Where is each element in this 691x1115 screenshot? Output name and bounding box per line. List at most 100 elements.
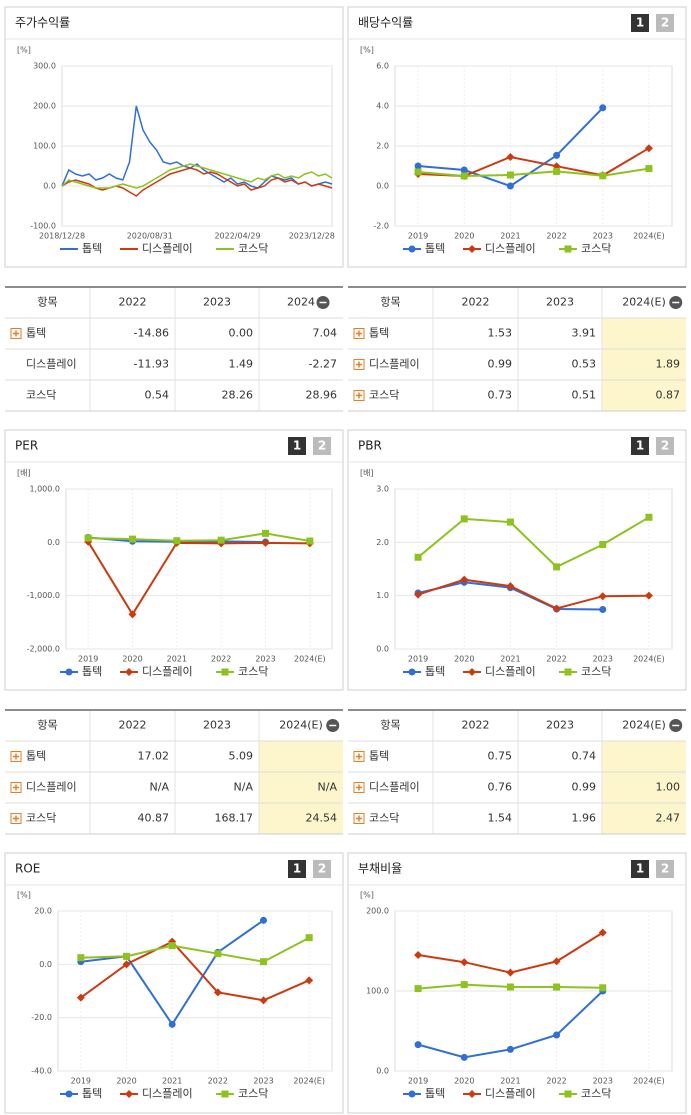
data-point: [506, 182, 514, 190]
data-point: [123, 952, 130, 960]
page-button-label[interactable]: 2: [318, 862, 326, 876]
page-button[interactable]: [656, 437, 674, 455]
page-button[interactable]: [288, 860, 306, 878]
highlight-cell: [602, 380, 686, 411]
legend-label: 디스플레이: [485, 1087, 536, 1100]
x-tick-label: 2022: [546, 232, 566, 241]
data-point: [599, 540, 607, 548]
legend-label: 코스닥: [581, 242, 611, 255]
page-button[interactable]: [631, 860, 649, 878]
expand-icon-plus[interactable]: [13, 815, 19, 822]
expand-icon-plus[interactable]: [356, 815, 362, 822]
expand-icon-plus[interactable]: [356, 784, 362, 791]
data-point: [414, 162, 422, 170]
cell-value: 28.96: [306, 389, 338, 402]
x-tick-label: 2019: [408, 1077, 428, 1086]
x-tick-label: 2019: [408, 655, 428, 664]
highlight-cell: [259, 741, 343, 772]
legend-marker: [65, 1090, 73, 1098]
cell-value: 7.04: [313, 327, 338, 340]
cell-value: 1.54: [488, 812, 513, 825]
y-tick-label: 4.0: [376, 102, 389, 111]
legend-marker: [65, 668, 73, 676]
page-button[interactable]: [631, 437, 649, 455]
page-button-label[interactable]: 2: [661, 16, 669, 30]
page-button[interactable]: [313, 860, 331, 878]
legend-label: 디스플레이: [142, 665, 193, 678]
column-header: 2023: [203, 719, 231, 732]
highlight-cell: [259, 803, 343, 834]
legend-label: 코스닥: [581, 665, 611, 678]
expand-icon-plus[interactable]: [13, 753, 19, 760]
data-point: [460, 515, 468, 523]
page-button-label[interactable]: 2: [661, 439, 669, 453]
page-button[interactable]: [656, 860, 674, 878]
data-point: [128, 610, 137, 619]
page-button[interactable]: [288, 437, 306, 455]
legend-label: 디스플레이: [142, 1087, 193, 1100]
panel-title: 배당수익률: [358, 16, 413, 30]
expand-icon-plus[interactable]: [13, 784, 19, 791]
page-button[interactable]: [631, 14, 649, 32]
x-tick-label: 2022: [546, 1077, 566, 1086]
series-line: [61, 105, 333, 189]
page-button-label[interactable]: 1: [636, 439, 644, 453]
panel-title: 주가수익률: [15, 16, 70, 30]
page-button-label[interactable]: 2: [318, 439, 326, 453]
cell-value: 1.49: [229, 358, 254, 371]
data-point: [599, 172, 607, 180]
page-button-label[interactable]: 1: [293, 862, 301, 876]
x-tick-label: 2020: [116, 1077, 136, 1086]
x-tick-label: 2024(E): [293, 1077, 325, 1086]
x-tick-label: 2021: [162, 1077, 182, 1086]
y-unit: [배]: [17, 469, 31, 478]
data-point: [129, 535, 136, 543]
highlight-cell: [602, 803, 686, 834]
expand-icon-plus[interactable]: [13, 330, 19, 337]
expand-icon-plus[interactable]: [356, 753, 362, 760]
row-label: 톱텍: [369, 750, 389, 763]
y-tick-label: 0.0: [376, 1067, 389, 1076]
column-header: 2023: [203, 296, 231, 309]
x-tick-label: 2021: [500, 655, 520, 664]
legend-label: 디스플레이: [485, 242, 536, 255]
expand-icon-plus[interactable]: [356, 392, 362, 399]
page-button[interactable]: [656, 14, 674, 32]
x-tick-label: 2024(E): [294, 655, 326, 664]
row-label: 코스닥: [26, 812, 56, 825]
row-label: 코스닥: [26, 389, 56, 402]
cell-value: N/A: [318, 781, 338, 794]
column-header: 2024(E): [279, 719, 323, 732]
x-tick-label: 2020: [454, 1077, 474, 1086]
data-point: [598, 928, 607, 937]
x-tick-label: 2021: [167, 655, 187, 664]
page-button-label[interactable]: 1: [636, 16, 644, 30]
data-point: [460, 575, 469, 584]
page-button-label[interactable]: 1: [293, 439, 301, 453]
page-button-label[interactable]: 1: [636, 862, 644, 876]
x-tick-label: 2022: [211, 655, 231, 664]
data-point: [553, 151, 561, 159]
x-tick-label: 2022/04/29: [214, 232, 260, 241]
expand-icon-plus[interactable]: [356, 361, 362, 368]
data-point: [260, 916, 267, 924]
x-tick-label: 2024(E): [633, 655, 665, 664]
y-tick-label: -2,000.0: [27, 645, 60, 654]
y-tick-label: 100.0: [33, 142, 56, 151]
page-button-label[interactable]: 2: [661, 862, 669, 876]
column-header: 2024: [287, 296, 315, 309]
cell-value: 0.73: [488, 389, 513, 402]
data-point: [460, 166, 468, 174]
data-point: [217, 536, 225, 544]
data-point: [122, 960, 131, 969]
series-line: [417, 578, 649, 610]
data-point: [644, 144, 653, 153]
y-tick-label: 1.0: [376, 591, 389, 600]
page-button[interactable]: [313, 437, 331, 455]
panel: [4, 6, 344, 268]
data-point: [645, 513, 653, 521]
expand-icon-plus[interactable]: [356, 330, 362, 337]
legend-marker: [125, 668, 133, 676]
x-tick-label: 2020: [454, 232, 474, 241]
x-tick-label: 2020: [122, 655, 142, 664]
